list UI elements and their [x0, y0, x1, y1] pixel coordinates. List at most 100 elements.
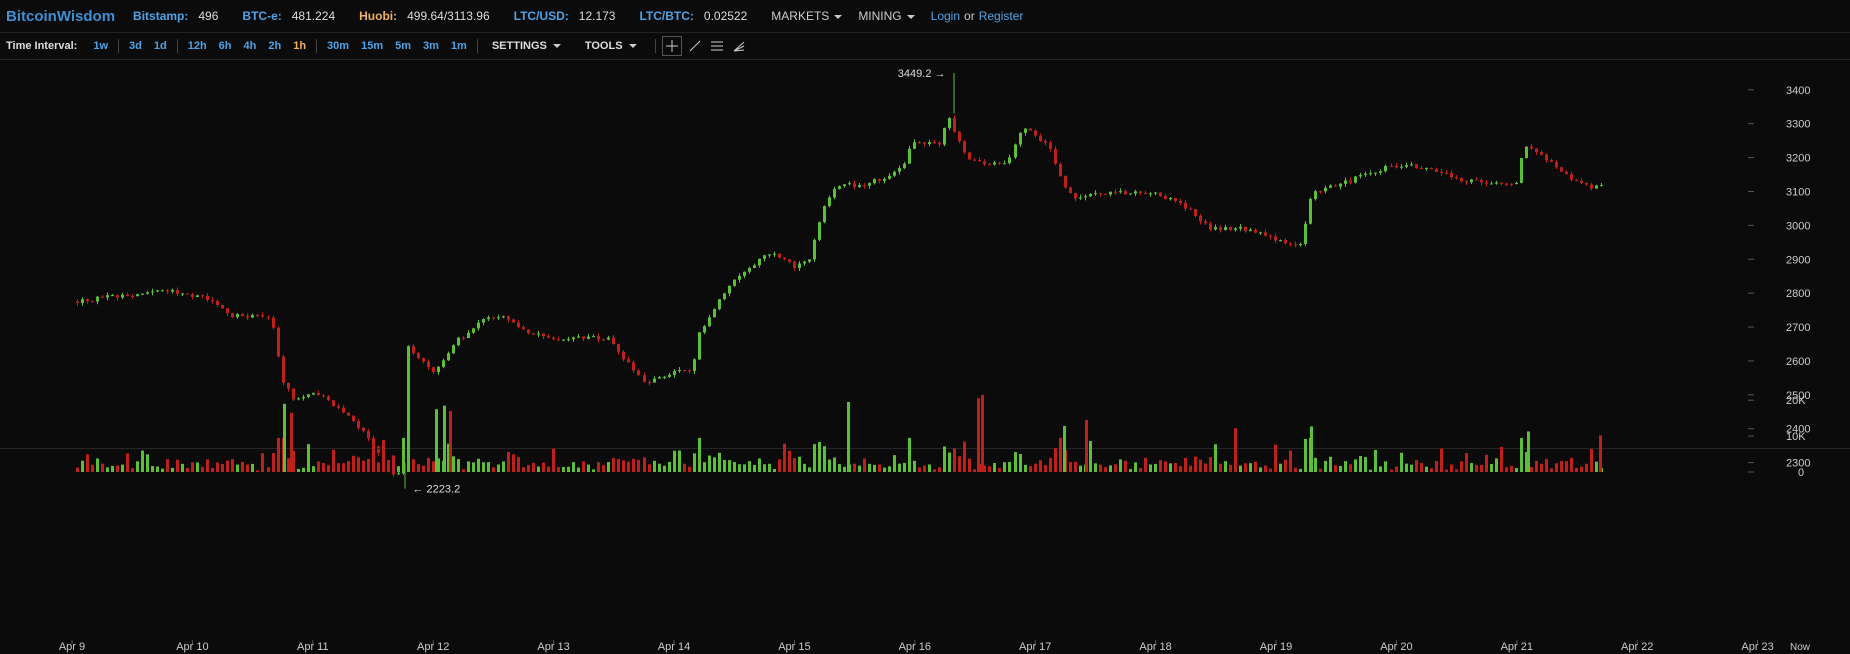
volume-bar — [121, 464, 124, 472]
markets-menu-label: MARKETS — [771, 9, 830, 23]
candle-body — [883, 178, 886, 181]
interval-12h[interactable]: 12h — [187, 40, 207, 52]
candle-body — [136, 294, 139, 297]
candle-body — [547, 336, 550, 338]
volume-bar — [1014, 452, 1017, 472]
interval-2h[interactable]: 2h — [268, 40, 282, 52]
volume-bar — [753, 464, 756, 472]
volume-bar — [287, 458, 290, 472]
volume-bar — [1595, 461, 1598, 472]
interval-4h[interactable]: 4h — [243, 40, 257, 52]
candle-body — [733, 279, 736, 286]
candle-body — [482, 319, 485, 323]
volume-bar — [1520, 437, 1523, 472]
candle-body — [1460, 177, 1463, 182]
candle-body — [522, 327, 525, 330]
tools-menu-label: TOOLS — [584, 40, 623, 52]
volume-bar — [828, 459, 831, 472]
price-tick-label: 2800 — [1786, 288, 1810, 300]
candle-body — [1094, 193, 1097, 195]
volume-bar — [347, 460, 350, 472]
volume-bar — [1224, 461, 1227, 472]
volume-bar — [713, 457, 716, 472]
mining-menu[interactable]: MINING — [858, 9, 915, 23]
horizontal-lines-icon[interactable] — [708, 37, 726, 55]
market-bitstamp[interactable]: Bitstamp: 496 — [133, 9, 218, 23]
volume-bar — [462, 469, 465, 472]
volume-bar — [221, 464, 224, 472]
market-ltc-btc[interactable]: LTC/BTC: 0.02522 — [639, 9, 747, 23]
candle-body — [1204, 221, 1207, 224]
crosshair-icon[interactable] — [661, 36, 682, 56]
interval-3d[interactable]: 3d — [129, 40, 142, 52]
market-btce[interactable]: BTC-e: 481.224 — [242, 9, 335, 23]
candle-body — [683, 369, 686, 371]
volume-bar — [1500, 446, 1503, 472]
volume-bar — [352, 455, 355, 472]
volume-bar — [833, 457, 836, 472]
x-tick-label: Apr 20 — [1380, 641, 1412, 653]
volume-bar — [738, 464, 741, 472]
candle-body — [612, 337, 615, 345]
candle-body — [437, 366, 440, 373]
brand-logo[interactable]: BitcoinWisdom — [6, 7, 116, 25]
markets-menu[interactable]: MARKETS — [771, 9, 843, 23]
candle-body — [417, 353, 420, 359]
interval-3m[interactable]: 3m — [423, 40, 439, 52]
register-link[interactable]: Register — [978, 9, 1024, 23]
volume-bar — [1510, 465, 1513, 472]
volume-bar — [1470, 463, 1473, 472]
volume-bar — [998, 468, 1001, 472]
volume-bar — [873, 465, 876, 472]
volume-bar — [658, 463, 661, 472]
candle-body — [1395, 165, 1398, 168]
volume-bar — [497, 464, 500, 472]
interval-30m[interactable]: 30m — [327, 40, 350, 52]
candle-body — [226, 308, 229, 314]
candle-body — [592, 336, 595, 338]
candle-body — [557, 339, 560, 341]
volume-bar — [372, 437, 375, 472]
volume-bar — [186, 467, 189, 472]
trendline-icon[interactable] — [686, 37, 704, 55]
interval-6h[interactable]: 6h — [218, 40, 232, 52]
volume-bar — [527, 465, 530, 472]
candle-body — [427, 361, 430, 368]
fan-icon[interactable] — [730, 37, 748, 55]
price-tick-label: 2600 — [1786, 356, 1810, 368]
volume-bar — [216, 462, 219, 472]
market-ltc-usd[interactable]: LTC/USD: 12.173 — [514, 9, 616, 23]
candle-body — [843, 184, 846, 187]
interval-1d[interactable]: 1d — [153, 40, 167, 52]
x-tick-label: Apr 13 — [537, 641, 569, 653]
volume-bar — [512, 454, 515, 472]
market-huobi[interactable]: Huobi: 499.64/3113.96 — [359, 9, 490, 23]
candle-body — [1114, 191, 1117, 193]
settings-menu[interactable]: SETTINGS — [492, 40, 561, 52]
volume-bar — [206, 459, 209, 472]
candle-body — [703, 326, 706, 333]
candle-body — [297, 398, 300, 400]
login-link[interactable]: Login — [930, 9, 961, 23]
interval-1h[interactable]: 1h — [293, 40, 307, 52]
candle-body — [978, 160, 981, 162]
candle-body — [1174, 198, 1177, 201]
interval-5m[interactable]: 5m — [395, 40, 412, 52]
candle-body — [1495, 182, 1498, 184]
volume-bar — [1239, 465, 1242, 472]
candle-body — [1239, 226, 1242, 229]
volume-bar — [256, 470, 259, 472]
volume-bar — [1590, 448, 1593, 472]
tools-menu[interactable]: TOOLS — [585, 40, 637, 52]
candle-body — [287, 382, 290, 389]
candle-body — [713, 309, 716, 318]
price-chart[interactable]: 2300 2400 2500 2600 2700 2800 2900 3000 3100 3200… — [0, 60, 1850, 654]
volume-bar — [111, 465, 114, 472]
candle-body — [1194, 209, 1197, 216]
interval-1m[interactable]: 1m — [450, 40, 467, 52]
interval-15m[interactable]: 15m — [361, 40, 384, 52]
chevron-down-icon — [834, 14, 843, 19]
volume-bar — [1063, 426, 1066, 472]
interval-1w[interactable]: 1w — [93, 40, 109, 52]
volume-bar — [1104, 467, 1107, 472]
